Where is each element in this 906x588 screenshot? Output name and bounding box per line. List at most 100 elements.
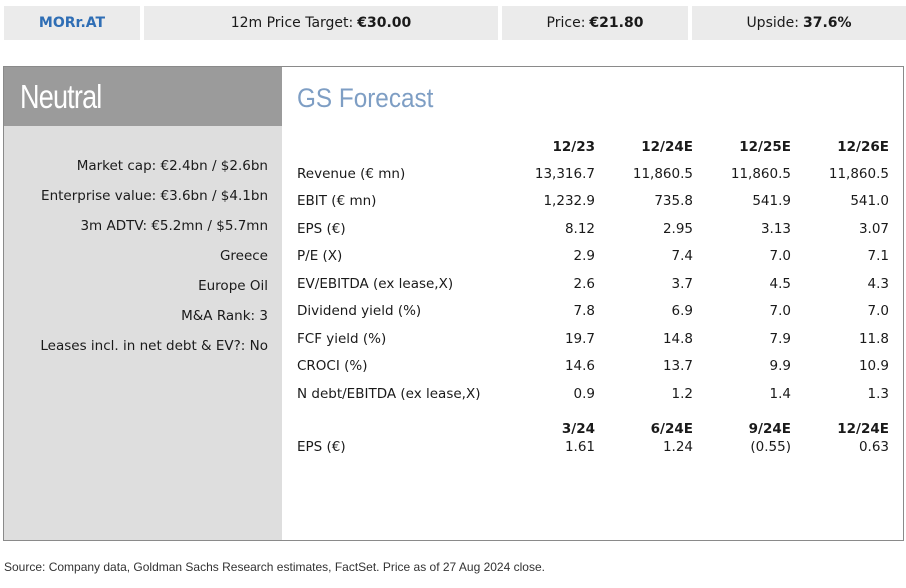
- price-label: Price:: [546, 15, 586, 31]
- row-value: 11,860.5: [730, 165, 791, 182]
- row-label: EBIT (€ mn): [297, 193, 377, 210]
- row-value: 541.0: [850, 193, 889, 210]
- row-value: 1.3: [867, 385, 889, 402]
- table-row: EPS (€) 1.61 1.24 (0.55) 0.63: [297, 437, 889, 457]
- rating-banner: Neutral: [4, 67, 282, 126]
- row-value: 10.9: [858, 358, 889, 375]
- row-value: 0.9: [573, 385, 595, 402]
- row-value: 4.5: [769, 275, 791, 292]
- row-value: (0.55): [750, 439, 791, 455]
- row-value: 7.8: [573, 303, 595, 320]
- column-header: 9/24E: [748, 421, 791, 437]
- price-target-cell: 12m Price Target: €30.00: [144, 6, 498, 40]
- row-value: 7.0: [769, 303, 791, 320]
- row-label: N debt/EBITDA (ex lease,X): [297, 385, 481, 402]
- table-row: EPS (€) 8.12 2.95 3.13 3.07: [297, 215, 889, 243]
- price-target-value: €30.00: [357, 15, 412, 31]
- table-row: EV/EBITDA (ex lease,X) 2.6 3.7 4.5 4.3: [297, 270, 889, 298]
- row-value: 11,860.5: [828, 165, 889, 182]
- row-value: 6.9: [671, 303, 693, 320]
- header-bar: MORr.AT 12m Price Target: €30.00 Price: …: [4, 6, 906, 40]
- column-header: 12/25E: [739, 139, 791, 155]
- stat-item: Enterprise value: €3.6bn / $4.1bn: [41, 188, 268, 204]
- upside-value: 37.6%: [802, 15, 852, 31]
- table-row: CROCI (%) 14.6 13.7 9.9 10.9: [297, 353, 889, 381]
- row-value: 9.9: [769, 358, 791, 375]
- row-value: 7.9: [769, 330, 791, 347]
- row-value: 7.0: [769, 248, 791, 265]
- row-label: CROCI (%): [297, 358, 368, 375]
- column-header: 12/23: [552, 139, 595, 155]
- header-blank: [297, 125, 511, 160]
- row-value: 7.1: [867, 248, 889, 265]
- column-header: 12/24E: [837, 421, 889, 437]
- row-value: 8.12: [564, 220, 595, 237]
- row-value: 0.63: [858, 439, 889, 455]
- row-value: 2.6: [573, 275, 595, 292]
- row-value: 14.8: [662, 330, 693, 347]
- row-value: 19.7: [564, 330, 595, 347]
- forecast-table: 12/23 12/24E 12/25E 12/26E Revenue (€ mn) 13,…: [297, 125, 889, 408]
- row-value: 735.8: [654, 193, 693, 210]
- row-value: 541.9: [752, 193, 791, 210]
- column-header: 3/24: [561, 421, 595, 437]
- row-label: FCF yield (%): [297, 330, 387, 347]
- column-header: 12/24E: [641, 139, 693, 155]
- table-header-row: 3/24 6/24E 9/24E 12/24E: [297, 415, 889, 437]
- row-value: 2.9: [573, 248, 595, 265]
- source-note: Source: Company data, Goldman Sachs Rese…: [4, 560, 545, 574]
- forecast-section: GS Forecast 12/23 12/24E 12/25E 12/26E Reven…: [282, 67, 903, 540]
- row-value: 1.2: [671, 385, 693, 402]
- table-row: Dividend yield (%) 7.8 6.9 7.0 7.0: [297, 298, 889, 326]
- row-value: 7.4: [671, 248, 693, 265]
- stat-item: M&A Rank: 3: [181, 308, 268, 324]
- column-header: 12/26E: [837, 139, 889, 155]
- ticker-cell: MORr.AT: [4, 6, 140, 40]
- row-label: EV/EBITDA (ex lease,X): [297, 275, 454, 292]
- row-label: EPS (€): [297, 220, 346, 237]
- row-value: 2.95: [662, 220, 693, 237]
- table-row: P/E (X) 2.9 7.4 7.0 7.1: [297, 243, 889, 271]
- summary-panel: Neutral Market cap: €2.4bn / $2.6bn Enter…: [3, 66, 904, 541]
- row-value: 3.07: [858, 220, 889, 237]
- column-header: 6/24E: [650, 421, 693, 437]
- quarterly-table: 3/24 6/24E 9/24E 12/24E EPS (€) 1.61 1.24 (0.55…: [297, 415, 889, 457]
- row-value: 7.0: [867, 303, 889, 320]
- row-value: 1,232.9: [543, 193, 595, 210]
- row-label: Dividend yield (%): [297, 303, 422, 320]
- table-row: N debt/EBITDA (ex lease,X) 0.9 1.2 1.4 1.3: [297, 380, 889, 408]
- row-label: EPS (€): [297, 439, 346, 455]
- ticker-symbol[interactable]: MORr.AT: [38, 15, 106, 31]
- row-value: 1.4: [769, 385, 791, 402]
- row-value: 13.7: [662, 358, 693, 375]
- row-value: 4.3: [867, 275, 889, 292]
- forecast-title-text: GS Forecast: [297, 83, 434, 113]
- row-value: 1.61: [564, 439, 595, 455]
- table-row: EBIT (€ mn) 1,232.9 735.8 541.9 541.0: [297, 188, 889, 216]
- row-label: P/E (X): [297, 248, 343, 265]
- price-value: €21.80: [589, 15, 644, 31]
- row-value: 3.7: [671, 275, 693, 292]
- stat-item: Europe Oil: [198, 278, 268, 294]
- upside-cell: Upside: 37.6%: [692, 6, 906, 40]
- stat-item: Leases incl. in net debt & EV?: No: [40, 338, 268, 354]
- header-blank: [297, 415, 511, 437]
- stat-item: 3m ADTV: €5.2mn / $5.7mn: [80, 218, 268, 234]
- row-value: 3.13: [760, 220, 791, 237]
- stats-list: Market cap: €2.4bn / $2.6bn Enterprise va…: [8, 156, 268, 366]
- row-value: 11,860.5: [632, 165, 693, 182]
- table-row: FCF yield (%) 19.7 14.8 7.9 11.8: [297, 325, 889, 353]
- upside-label: Upside:: [746, 15, 799, 31]
- row-value: 14.6: [564, 358, 595, 375]
- price-cell: Price: €21.80: [502, 6, 688, 40]
- row-value: 13,316.7: [534, 165, 595, 182]
- row-value: 11.8: [858, 330, 889, 347]
- row-label: Revenue (€ mn): [297, 165, 406, 182]
- forecast-title: GS Forecast: [297, 83, 449, 114]
- table-row: Revenue (€ mn) 13,316.7 11,860.5 11,860.5 11…: [297, 160, 889, 188]
- stat-item: Market cap: €2.4bn / $2.6bn: [76, 158, 268, 174]
- table-header-row: 12/23 12/24E 12/25E 12/26E: [297, 125, 889, 160]
- row-value: 1.24: [662, 439, 693, 455]
- rating-label: Neutral: [20, 78, 102, 115]
- sidebar: Neutral Market cap: €2.4bn / $2.6bn Enter…: [4, 67, 282, 540]
